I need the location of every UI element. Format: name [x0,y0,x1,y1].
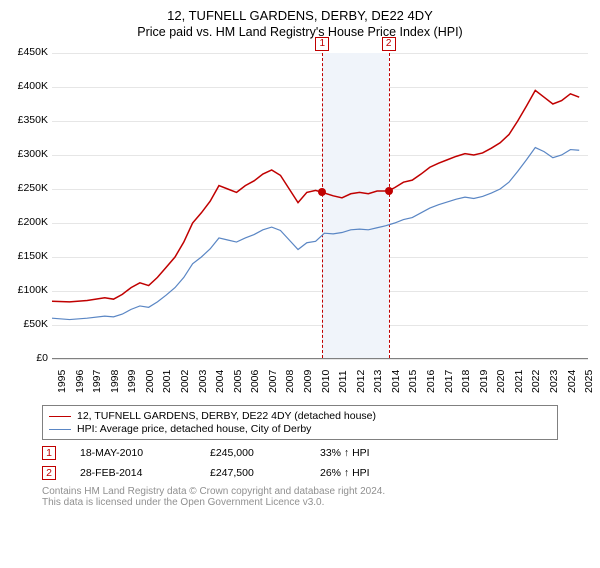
y-tick-label: £200K [10,216,48,228]
series-hpi [52,148,579,320]
x-tick-label: 2008 [284,370,296,393]
y-tick-label: £50K [10,318,48,330]
sale-row-badge: 2 [42,466,56,480]
legend-swatch [49,429,71,430]
sale-marker-badge: 1 [315,37,329,51]
chart-svg [10,49,596,367]
x-tick-label: 1997 [91,370,103,393]
y-tick-label: £400K [10,80,48,92]
x-tick-label: 2024 [566,370,578,393]
sale-row-badge: 1 [42,446,56,460]
y-tick-label: £150K [10,250,48,262]
x-tick-label: 2023 [548,370,560,393]
legend-swatch [49,416,71,417]
chart-area: £0 £50K £100K £150K £200K £250K £300K £350K £400… [10,49,590,405]
y-tick-label: £100K [10,284,48,296]
sale-row-date: 28-FEB-2014 [80,467,210,479]
x-tick-label: 2009 [302,370,314,393]
x-tick-label: 2011 [337,370,349,393]
y-tick-label: £250K [10,182,48,194]
x-tick-label: 1996 [74,370,86,393]
sale-marker-dot [318,188,326,196]
sale-marker-dot [385,187,393,195]
y-tick-label: £0 [10,352,48,364]
sale-row-date: 18-MAY-2010 [80,447,210,459]
sale-row: 1 18-MAY-2010£245,00033% ↑ HPI [42,446,558,460]
legend-row: HPI: Average price, detached house, City… [49,423,551,435]
x-tick-label: 2006 [249,370,261,393]
x-tick-label: 2014 [390,370,402,393]
x-tick-label: 2000 [144,370,156,393]
x-tick-label: 2003 [197,370,209,393]
y-tick-label: £300K [10,148,48,160]
x-tick-label: 1999 [126,370,138,393]
sale-marker-badge: 2 [382,37,396,51]
x-tick-label: 2020 [495,370,507,393]
footer: Contains HM Land Registry data © Crown c… [42,486,558,508]
x-tick-label: 2025 [583,370,595,393]
sale-row-pct: 26% ↑ HPI [320,467,370,479]
x-tick-label: 2022 [530,370,542,393]
x-tick-label: 2002 [179,370,191,393]
x-tick-label: 2005 [232,370,244,393]
x-tick-label: 2013 [372,370,384,393]
legend-label: HPI: Average price, detached house, City… [77,423,311,435]
legend-box: 12, TUFNELL GARDENS, DERBY, DE22 4DY (de… [42,405,558,440]
y-tick-label: £450K [10,46,48,58]
y-tick-label: £350K [10,114,48,126]
footer-line2: This data is licensed under the Open Gov… [42,497,558,508]
x-tick-label: 2018 [460,370,472,393]
title-sub: Price paid vs. HM Land Registry's House … [0,25,600,39]
x-tick-label: 2004 [214,370,226,393]
x-tick-label: 2010 [320,370,332,393]
sale-row-price: £247,500 [210,467,320,479]
series-property [52,90,579,301]
x-tick-label: 2001 [161,370,173,393]
legend-row: 12, TUFNELL GARDENS, DERBY, DE22 4DY (de… [49,410,551,422]
x-tick-label: 2007 [267,370,279,393]
x-tick-label: 2019 [478,370,490,393]
x-tick-label: 1998 [109,370,121,393]
x-tick-label: 2016 [425,370,437,393]
x-tick-label: 2017 [443,370,455,393]
x-tick-label: 1995 [56,370,68,393]
x-tick-label: 2015 [407,370,419,393]
footer-line1: Contains HM Land Registry data © Crown c… [42,486,558,497]
legend-label: 12, TUFNELL GARDENS, DERBY, DE22 4DY (de… [77,410,376,422]
sale-row-pct: 33% ↑ HPI [320,447,370,459]
x-tick-label: 2012 [355,370,367,393]
x-tick-label: 2021 [513,370,525,393]
title-main: 12, TUFNELL GARDENS, DERBY, DE22 4DY [0,8,600,23]
sale-row: 2 28-FEB-2014£247,50026% ↑ HPI [42,466,558,480]
sale-row-price: £245,000 [210,447,320,459]
